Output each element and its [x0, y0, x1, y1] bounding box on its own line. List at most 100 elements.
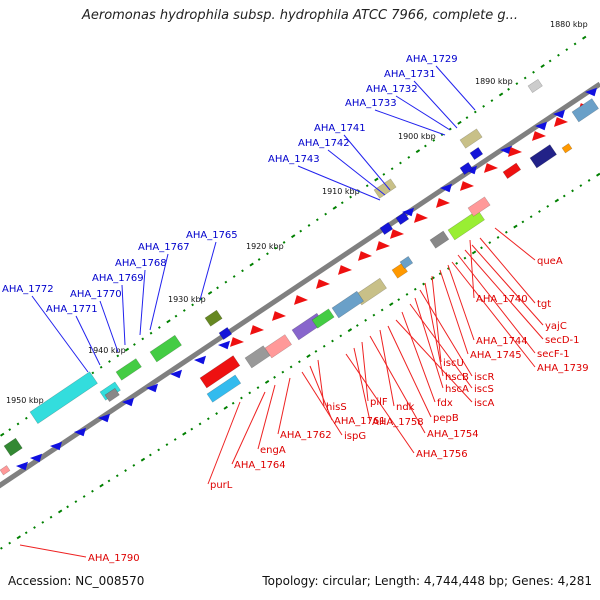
tick-dash	[108, 360, 111, 363]
gene-arrow	[500, 145, 512, 155]
gene-arrow	[74, 427, 86, 437]
label-leader	[75, 315, 101, 366]
label-leader	[424, 282, 444, 377]
gene-feature-steel	[571, 98, 599, 123]
tick-dash	[490, 99, 494, 103]
gene-arrow	[316, 279, 330, 289]
gene-feature-olive	[373, 178, 397, 199]
label-leader	[419, 289, 473, 377]
gene-feature-pink	[0, 465, 11, 476]
gene-feature-green	[149, 334, 182, 363]
gene-label-top: AHA_1743	[268, 154, 320, 165]
kbp-tick-label: 1920 kbp	[246, 242, 284, 251]
tick-dash	[349, 195, 352, 199]
tick-dash	[91, 371, 95, 375]
tick-dash	[66, 505, 69, 509]
tick-dash	[557, 53, 560, 57]
tick-dash	[274, 246, 278, 250]
label-leader	[327, 149, 386, 196]
tick-dash	[198, 422, 202, 426]
gene-label-bottom: secD-1	[545, 335, 580, 346]
gene-label-top: AHA_1768	[115, 258, 167, 269]
gene-label-bottom: AHA_1740	[476, 294, 528, 305]
tick-dash	[399, 161, 402, 165]
gene-arrow	[585, 87, 597, 97]
gene-feature-cyan	[206, 374, 242, 403]
tick-dash	[82, 495, 86, 498]
label-leader	[297, 165, 381, 201]
tick-dash	[232, 275, 236, 278]
gene-label-top: AHA_1765	[186, 230, 238, 241]
tick-dash	[571, 189, 574, 193]
tick-dash	[0, 546, 3, 550]
label-leader	[395, 95, 451, 131]
gene-label-top: AHA_1729	[406, 54, 458, 65]
gene-arrow	[436, 198, 450, 208]
tick-dash	[314, 350, 318, 353]
gene-label-top: AHA_1731	[384, 69, 436, 80]
tick-dash	[231, 401, 235, 405]
tick-dash	[405, 293, 409, 296]
tick-dash	[554, 198, 560, 203]
gene-feature-navy	[529, 144, 557, 169]
label-leader	[457, 254, 536, 354]
tick-dash	[57, 509, 63, 514]
label-leader	[361, 341, 369, 402]
label-leader	[471, 244, 544, 326]
tick-dash	[332, 205, 338, 210]
tick-dash	[291, 234, 296, 239]
tick-dash	[471, 250, 477, 255]
gene-arrow	[218, 340, 230, 350]
label-leader	[19, 544, 87, 558]
gene-label-top: AHA_1770	[70, 289, 122, 300]
tick-dash	[482, 104, 486, 108]
label-leader	[435, 65, 476, 111]
label-leader	[374, 109, 446, 136]
kbp-tick-label: 1880 kbp	[550, 20, 588, 29]
gene-feature-orange	[561, 143, 573, 154]
label-leader	[99, 300, 119, 353]
label-leader	[301, 371, 343, 436]
gene-label-top: AHA_1769	[92, 273, 144, 284]
tick-dash	[166, 319, 171, 324]
tick-dash	[374, 177, 379, 182]
tick-dash	[496, 236, 500, 239]
tick-dash	[382, 172, 386, 176]
tick-dash	[548, 59, 552, 63]
label-leader	[199, 241, 217, 301]
label-leader	[379, 329, 395, 407]
tick-dash	[347, 328, 353, 333]
kbp-tick-label: 1900 kbp	[398, 132, 436, 141]
gene-label-bottom: engA	[260, 445, 286, 456]
gene-feature-gray	[429, 230, 450, 249]
gene-feature-red	[199, 355, 241, 389]
gene-arrow	[338, 265, 352, 275]
gene-arrow	[194, 355, 206, 365]
gene-arrow	[358, 251, 372, 261]
tick-dash	[529, 215, 533, 219]
tick-dash	[322, 344, 326, 348]
gene-arrow	[376, 241, 390, 251]
tick-dash	[390, 167, 394, 171]
gene-label-top: AHA_1732	[366, 84, 418, 95]
gene-arrow	[460, 181, 474, 191]
tick-dash	[264, 379, 270, 384]
tick-dash	[364, 318, 367, 322]
tick-dash	[157, 326, 161, 329]
label-leader	[395, 319, 473, 403]
gene-arrow	[440, 183, 452, 193]
gene-arrow	[535, 121, 547, 131]
kbp-tick-label: 1930 kbp	[168, 295, 206, 304]
gene-arrow	[532, 131, 546, 141]
label-leader	[139, 269, 146, 336]
gene-label-bottom: hscA	[445, 384, 469, 395]
gene-feature-cyan	[29, 371, 98, 424]
gene-feature-blue	[469, 147, 484, 160]
genome-backbone-outer	[0, 81, 600, 489]
tick-dash	[407, 155, 411, 159]
tick-dash	[380, 308, 384, 312]
kbp-ticks: 1880 kbp 1890 kbp 1900 kbp 1910 kbp 1920 kbp…	[6, 20, 588, 405]
label-leader	[231, 391, 266, 465]
gene-feature-gray	[104, 387, 120, 402]
